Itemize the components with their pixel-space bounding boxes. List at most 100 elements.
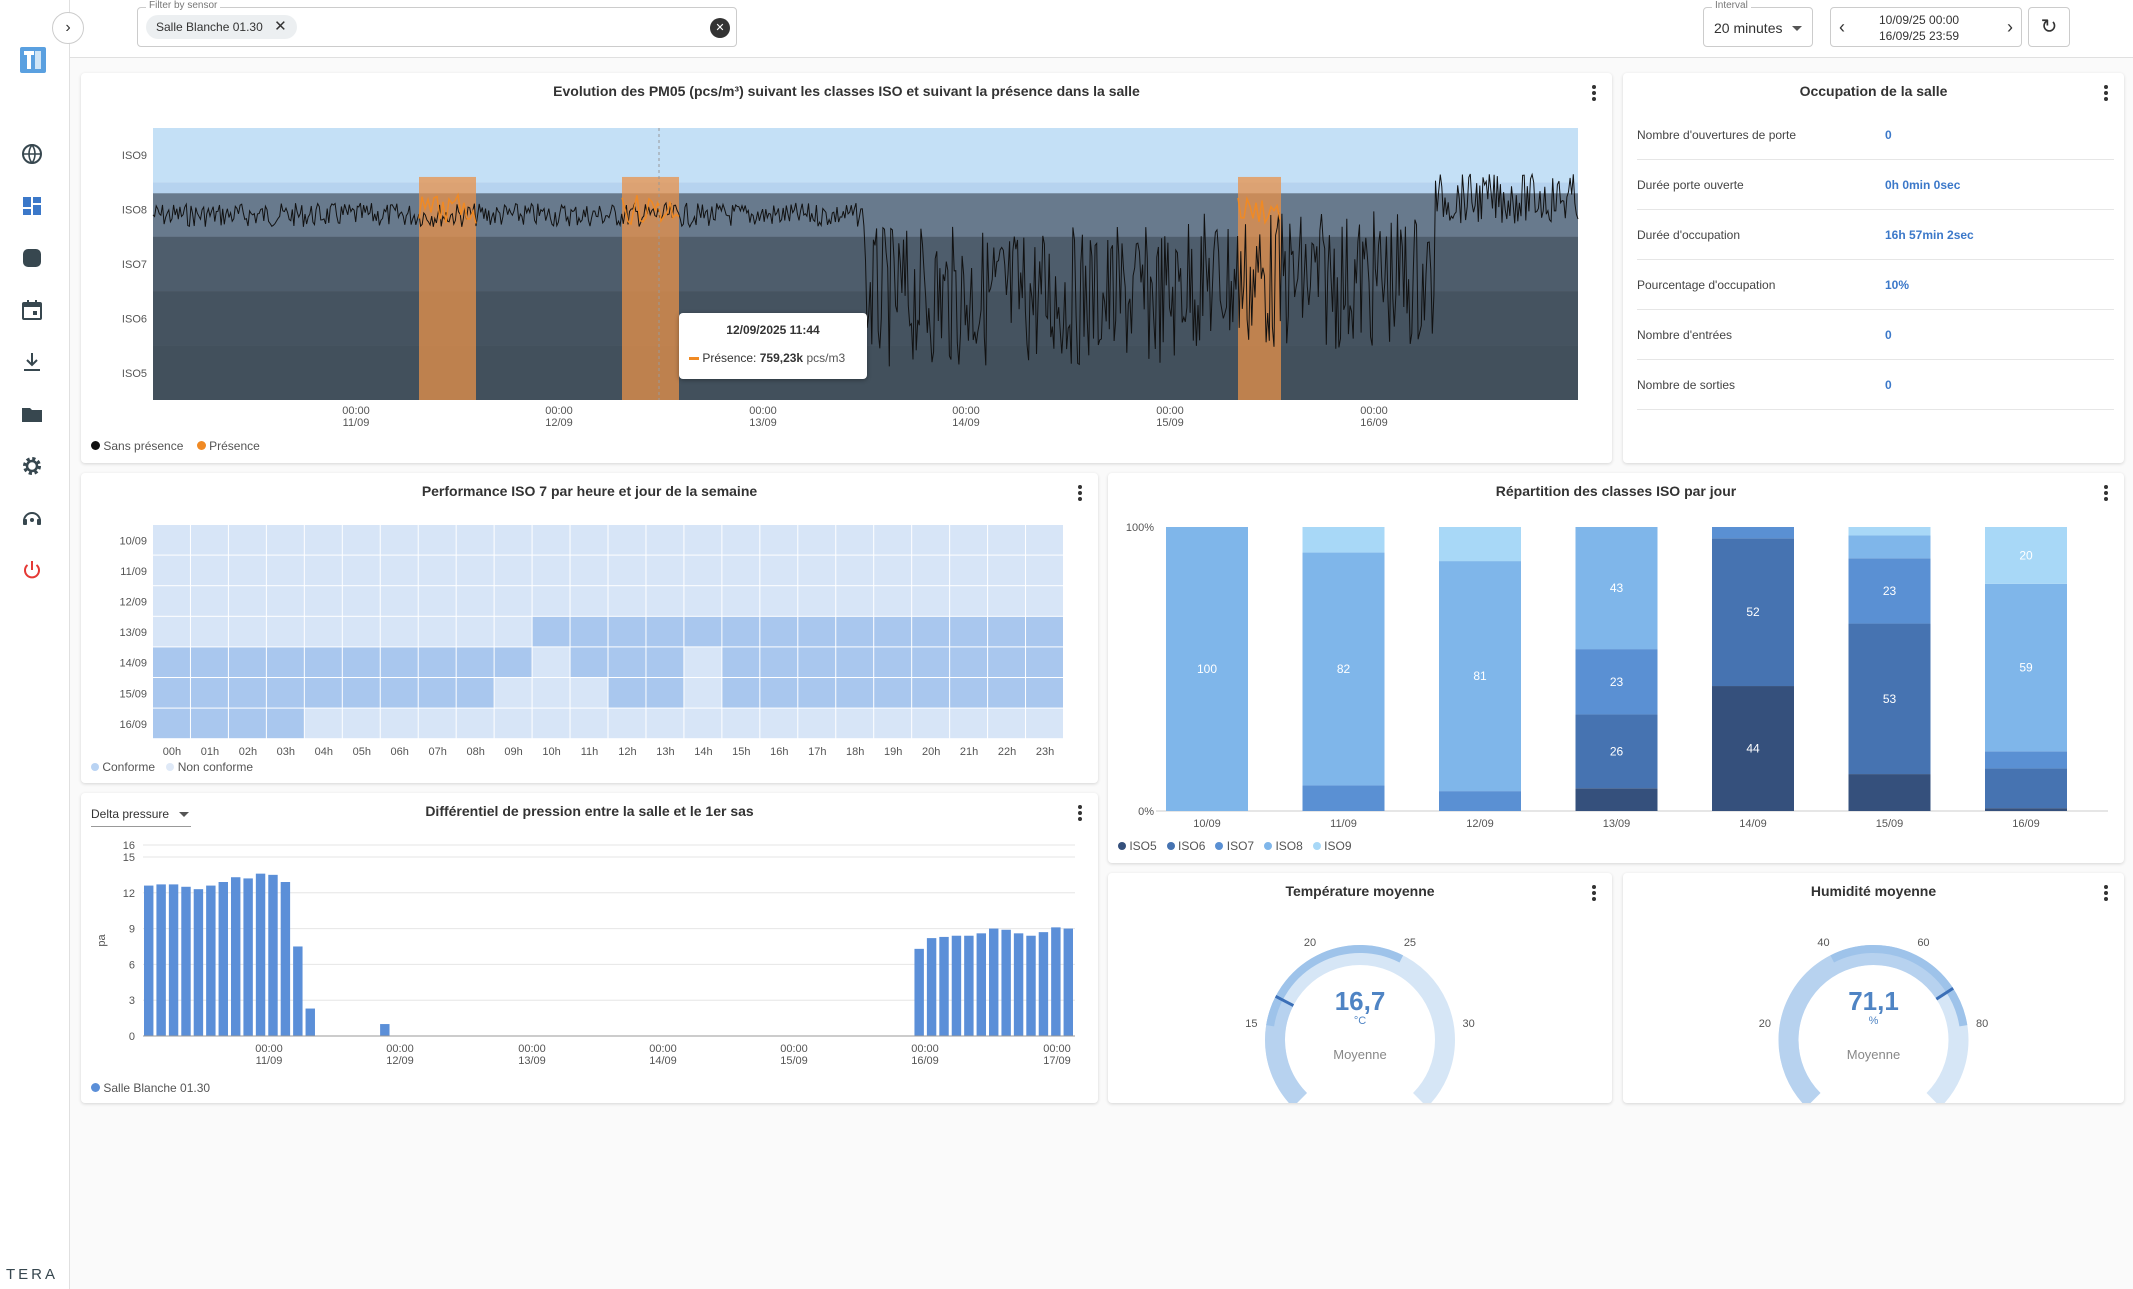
heat-cell (722, 708, 760, 739)
more-vert-icon[interactable] (2098, 883, 2114, 903)
bar (914, 948, 924, 1036)
heat-cell (950, 525, 988, 555)
x-tick-date: 14/09 (952, 417, 980, 429)
repartition-legend: ISO5 ISO6 ISO7 ISO8 ISO9 (1118, 839, 1362, 853)
expand-sidebar-button[interactable]: › (52, 12, 84, 44)
interval-select[interactable]: Interval 20 minutes (1703, 0, 1813, 47)
bar (1038, 932, 1049, 1036)
clear-filter-icon[interactable]: ✕ (710, 18, 730, 38)
data-label: 43 (1610, 581, 1624, 595)
occupation-row: Nombre d'ouvertures de porte 0 (1637, 110, 2114, 160)
heat-cell (456, 525, 494, 555)
more-vert-icon[interactable] (1072, 483, 1088, 503)
iso-band (153, 128, 1578, 183)
delta-pressure-select[interactable]: Delta pressure (91, 801, 191, 827)
heat-col-label: 19h (884, 746, 902, 758)
x-tick-time: 00:00 (255, 1043, 283, 1055)
x-tick-time: 00:00 (545, 405, 573, 417)
bar-segment (1848, 535, 1931, 559)
heat-cell (380, 708, 418, 739)
heat-cell (304, 555, 342, 586)
data-label: 20 (2019, 548, 2033, 562)
heat-cell (722, 586, 760, 616)
legend-sans-presence[interactable]: Sans présence (91, 439, 183, 453)
pression-legend[interactable]: Salle Blanche 01.30 (91, 1081, 210, 1095)
heat-cell (798, 525, 836, 555)
download-icon[interactable] (20, 350, 44, 374)
temperature-caption: Moyenne (1333, 1047, 1387, 1062)
heat-cell (418, 616, 456, 647)
globe-icon[interactable] (20, 142, 44, 166)
date-end[interactable]: 16/09/25 23:59 (1879, 29, 1960, 43)
heat-cell (760, 678, 798, 708)
power-icon[interactable] (20, 558, 44, 582)
heat-cell (988, 616, 1026, 647)
x-tick-time: 00:00 (1043, 1043, 1071, 1055)
heat-cell (874, 616, 912, 647)
x-tick-date: 14/09 (649, 1055, 677, 1067)
folder-icon[interactable] (20, 402, 44, 426)
sensor-filter[interactable]: Filter by sensor Salle Blanche 01.30 ✕ ✕ (137, 0, 737, 47)
legend-iso6[interactable]: ISO6 (1166, 839, 1206, 853)
more-vert-icon[interactable] (2098, 483, 2114, 503)
heat-cell (912, 586, 950, 616)
heat-cell (266, 555, 304, 586)
chevron-left-icon[interactable]: ‹ (1839, 17, 1845, 37)
legend-iso8[interactable]: ISO8 (1264, 839, 1303, 853)
legend-conforme[interactable]: Conforme (91, 760, 155, 774)
heat-cell (570, 678, 608, 708)
heat-col-label: 23h (1036, 746, 1054, 758)
occupation-value: 0 (1885, 128, 1892, 142)
more-vert-icon[interactable] (1586, 83, 1602, 103)
heatmap-legend: Conforme Non conforme (91, 760, 253, 774)
heat-col-label: 11h (581, 746, 599, 758)
x-tick-label: 12/09 (1466, 818, 1494, 830)
support-icon[interactable] (20, 506, 44, 530)
bar-segment (1985, 583, 2067, 752)
heat-col-label: 15h (732, 746, 750, 758)
heat-cell (342, 586, 380, 616)
legend-iso5[interactable]: ISO5 (1118, 839, 1157, 853)
legend-label: Salle Blanche 01.30 (103, 1081, 211, 1095)
legend-non-conforme[interactable]: Non conforme (166, 760, 253, 774)
date-start[interactable]: 10/09/25 00:00 (1879, 13, 1960, 27)
legend-label: ISO6 (1178, 839, 1206, 853)
sidebar: TERA (0, 0, 70, 1289)
humidite-value: 71,1 (1848, 986, 1899, 1016)
bar (243, 878, 253, 1036)
legend-label: Sans présence (103, 439, 184, 453)
more-vert-icon[interactable] (2098, 83, 2114, 103)
legend-iso9[interactable]: ISO9 (1312, 839, 1352, 853)
legend-iso7[interactable]: ISO7 (1215, 839, 1254, 853)
heat-cell (380, 678, 418, 708)
refresh-button[interactable]: ↻ (2028, 7, 2070, 47)
occupation-row: Nombre d'entrées 0 (1637, 310, 2114, 360)
dashboard-icon[interactable] (20, 194, 44, 218)
bar-segment (1439, 561, 1521, 792)
heat-cell (190, 678, 228, 708)
heat-cell (684, 708, 722, 739)
gear-icon[interactable] (20, 454, 44, 478)
heat-cell (570, 586, 608, 616)
sensor-icon[interactable] (20, 246, 44, 270)
occupation-value: 10% (1885, 278, 1910, 292)
presence-line (621, 195, 680, 226)
calendar-icon[interactable] (20, 298, 44, 322)
more-vert-icon[interactable] (1072, 803, 1088, 823)
heat-cell (304, 616, 342, 647)
repartition-title: Répartition des classes ISO par jour (1495, 483, 1737, 499)
chip-remove-icon[interactable]: ✕ (274, 18, 287, 35)
heat-cell (836, 525, 874, 555)
legend-presence[interactable]: Présence (196, 439, 260, 453)
chevron-right-icon[interactable]: › (2007, 17, 2013, 37)
bar (939, 936, 949, 1036)
app-logo[interactable] (19, 46, 47, 78)
heat-cell (228, 525, 266, 555)
occupation-label: Pourcentage d'occupation (1637, 278, 1776, 292)
heat-row-label: 14/09 (119, 658, 147, 670)
heat-cell (874, 678, 912, 708)
heat-cell (304, 708, 342, 739)
more-vert-icon[interactable] (1586, 883, 1602, 903)
heat-cell (950, 678, 988, 708)
y-tick-label: ISO7 (122, 259, 147, 271)
